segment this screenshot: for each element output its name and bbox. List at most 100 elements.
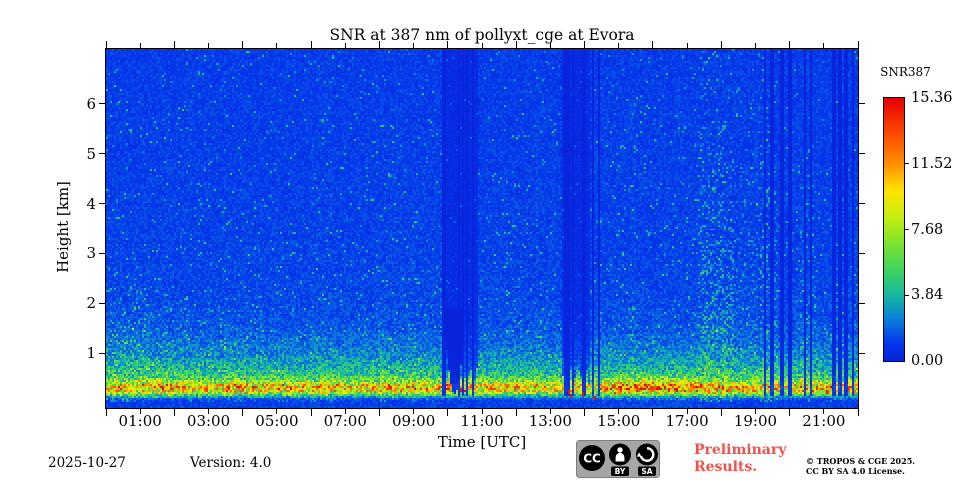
copyright-line2: CC BY SA 4.0 License.	[806, 465, 905, 476]
x-tick-label: 13:00	[528, 412, 572, 430]
colorbar	[883, 97, 905, 362]
x-tick-top	[652, 41, 654, 48]
x-tick-top	[139, 43, 141, 48]
x-tick-top	[549, 43, 551, 48]
x-tick	[173, 409, 175, 416]
x-tick	[720, 409, 722, 416]
x-tick-label: 19:00	[733, 412, 778, 430]
colorbar-tick-label: 11.52	[911, 155, 953, 172]
x-tick	[378, 409, 380, 416]
x-tick-top	[242, 41, 244, 48]
x-tick	[310, 409, 312, 416]
preliminary-results-note: Preliminary Results.	[694, 442, 787, 475]
x-tick	[105, 409, 107, 416]
colorbar-tick-label: 15.36	[911, 90, 953, 106]
x-tick	[857, 409, 859, 416]
y-tick-label: 6	[86, 94, 96, 113]
x-tick	[276, 409, 278, 414]
x-tick-label: 11:00	[460, 412, 504, 430]
cc-sa-tab	[638, 466, 656, 476]
x-tick-top	[823, 43, 825, 48]
x-tick-top	[447, 41, 449, 48]
x-tick-top	[276, 43, 278, 48]
y-tick-label: 1	[86, 344, 96, 363]
cc-sa-label: SA	[641, 467, 652, 476]
cc-by-icon	[609, 443, 631, 466]
colorbar-tick-label: 0.00	[911, 353, 944, 369]
copyright-note: © TROPOS & CGE 2025. CC BY SA 4.0 Licens…	[806, 456, 916, 476]
x-tick-top	[105, 41, 107, 48]
x-tick-top	[584, 41, 586, 48]
x-tick-label: 05:00	[255, 412, 299, 430]
y-tick-right	[859, 153, 865, 155]
x-tick	[754, 409, 756, 414]
x-tick-top	[413, 43, 415, 48]
x-tick	[652, 409, 654, 416]
x-tick-label: 01:00	[118, 412, 162, 430]
y-tick	[99, 352, 105, 354]
cc-sa-icon	[636, 443, 658, 466]
x-tick-label: 17:00	[665, 412, 709, 430]
x-tick	[413, 409, 415, 414]
x-tick	[447, 409, 449, 416]
date-label: 2025-10-27	[48, 455, 126, 471]
x-tick-top	[378, 41, 380, 48]
y-tick-label: 2	[86, 294, 96, 313]
cc-by-tab	[611, 466, 629, 476]
x-tick	[584, 409, 586, 416]
y-tick-label: 4	[86, 194, 96, 213]
y-tick-label: 5	[86, 144, 96, 163]
x-tick	[618, 409, 620, 414]
y-tick	[99, 103, 105, 105]
version-label: Version: 4.0	[190, 455, 272, 471]
x-tick-top	[481, 43, 483, 48]
x-tick-top	[789, 41, 791, 48]
x-tick-top	[208, 43, 210, 48]
x-tick-top	[173, 41, 175, 48]
copyright-line1: © TROPOS & CGE 2025.	[806, 456, 916, 466]
colorbar-tick-label: 3.84	[911, 287, 944, 304]
x-tick	[139, 409, 141, 414]
x-tick-label: 03:00	[186, 412, 231, 430]
x-tick-label: 21:00	[802, 412, 846, 430]
y-tick-right	[859, 252, 865, 254]
y-tick-right	[859, 103, 865, 105]
x-tick-top	[857, 41, 859, 48]
y-tick	[99, 252, 105, 254]
x-tick-top	[310, 41, 312, 48]
x-tick	[208, 409, 210, 414]
colorbar-tick	[905, 163, 909, 165]
x-tick-top	[515, 41, 517, 48]
cc-license-badge: CC BY SA	[576, 440, 660, 478]
x-tick	[823, 409, 825, 414]
x-tick-label: 07:00	[323, 412, 367, 430]
x-tick-label: 15:00	[597, 412, 641, 430]
y-tick	[99, 203, 105, 205]
y-tick-right	[859, 203, 865, 205]
colorbar-tick	[905, 229, 909, 230]
y-tick-right	[859, 352, 865, 354]
x-axis-label: Time [UTC]	[437, 433, 527, 451]
colorbar-title: SNR387	[880, 65, 931, 79]
svg-text:CC: CC	[583, 452, 601, 466]
y-tick	[99, 302, 105, 304]
cc-by-label: BY	[615, 467, 626, 476]
x-tick	[242, 409, 244, 416]
y-tick-right	[859, 302, 865, 304]
x-tick-top	[344, 43, 346, 48]
x-tick	[344, 409, 346, 414]
y-tick	[99, 153, 105, 155]
x-tick-top	[720, 41, 722, 48]
cc-icon: CC	[579, 445, 605, 471]
x-tick-label: 09:00	[392, 412, 436, 430]
plot-frame	[105, 48, 859, 409]
x-tick	[515, 409, 517, 416]
x-tick	[686, 409, 688, 414]
x-tick	[789, 409, 791, 416]
y-tick-label: 3	[86, 244, 96, 263]
colorbar-tick-label: 7.68	[911, 221, 944, 238]
colorbar-gradient	[884, 98, 904, 361]
snr-heatmap-canvas	[106, 49, 858, 408]
colorbar-tick	[905, 294, 909, 296]
